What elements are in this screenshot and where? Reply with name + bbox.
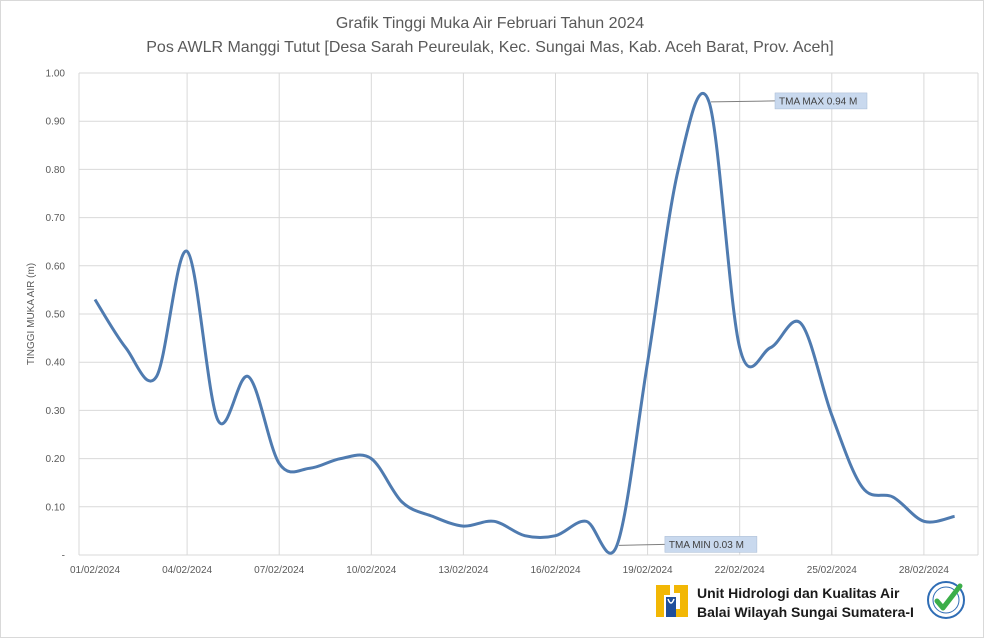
y-tick-label: - bbox=[62, 551, 65, 562]
annotation-label: TMA MIN 0.03 M bbox=[669, 540, 744, 551]
annotation-label: TMA MAX 0.94 M bbox=[779, 96, 857, 107]
y-tick-label: 0.30 bbox=[46, 406, 66, 417]
x-tick-label: 16/02/2024 bbox=[530, 565, 580, 576]
horizontal-gridlines bbox=[79, 73, 978, 555]
chart-title: Grafik Tinggi Muka Air Februari Tahun 20… bbox=[336, 15, 644, 32]
y-tick-label: 0.80 bbox=[46, 165, 66, 176]
pupr-logo bbox=[654, 583, 690, 619]
y-tick-label: 0.10 bbox=[46, 502, 66, 513]
annotation-layer: TMA MAX 0.94 M TMA MIN 0.03 M bbox=[619, 93, 867, 552]
annotation-leader bbox=[711, 101, 775, 102]
x-tick-labels: 01/02/2024 04/02/2024 07/02/2024 10/02/2024… bbox=[70, 565, 949, 576]
y-tick-label: 0.70 bbox=[46, 213, 66, 224]
series-layer bbox=[95, 93, 955, 553]
y-tick-label: 0.20 bbox=[46, 454, 66, 465]
y-tick-labels: - 0.10 0.20 0.30 0.40 0.50 0.60 0.70 0.80 0.90 1.0… bbox=[46, 69, 66, 562]
y-axis-label: TINGGI MUKA AIR (m) bbox=[26, 263, 37, 365]
series-line bbox=[95, 93, 955, 553]
x-tick-label: 10/02/2024 bbox=[346, 565, 396, 576]
y-tick-label: 0.90 bbox=[46, 117, 66, 128]
y-tick-label: 0.50 bbox=[46, 310, 66, 321]
x-tick-label: 13/02/2024 bbox=[438, 565, 488, 576]
x-tick-label: 01/02/2024 bbox=[70, 565, 120, 576]
y-tick-label: 0.60 bbox=[46, 261, 66, 272]
y-tick-label: 1.00 bbox=[46, 69, 66, 80]
iso-certified-badge-icon bbox=[928, 582, 964, 618]
footer-line-1: Unit Hidrologi dan Kualitas Air bbox=[697, 585, 900, 601]
x-tick-label: 04/02/2024 bbox=[162, 565, 212, 576]
x-tick-label: 28/02/2024 bbox=[899, 565, 949, 576]
footer-line-2: Balai Wilayah Sungai Sumatera-I bbox=[697, 604, 914, 620]
x-tick-label: 07/02/2024 bbox=[254, 565, 304, 576]
chart-subtitle: Pos AWLR Manggi Tutut [Desa Sarah Peureu… bbox=[146, 39, 833, 56]
x-tick-label: 25/02/2024 bbox=[807, 565, 857, 576]
annotation-leader bbox=[619, 544, 665, 545]
y-tick-label: 0.40 bbox=[46, 358, 66, 369]
x-tick-label: 19/02/2024 bbox=[623, 565, 673, 576]
x-tick-label: 22/02/2024 bbox=[715, 565, 765, 576]
